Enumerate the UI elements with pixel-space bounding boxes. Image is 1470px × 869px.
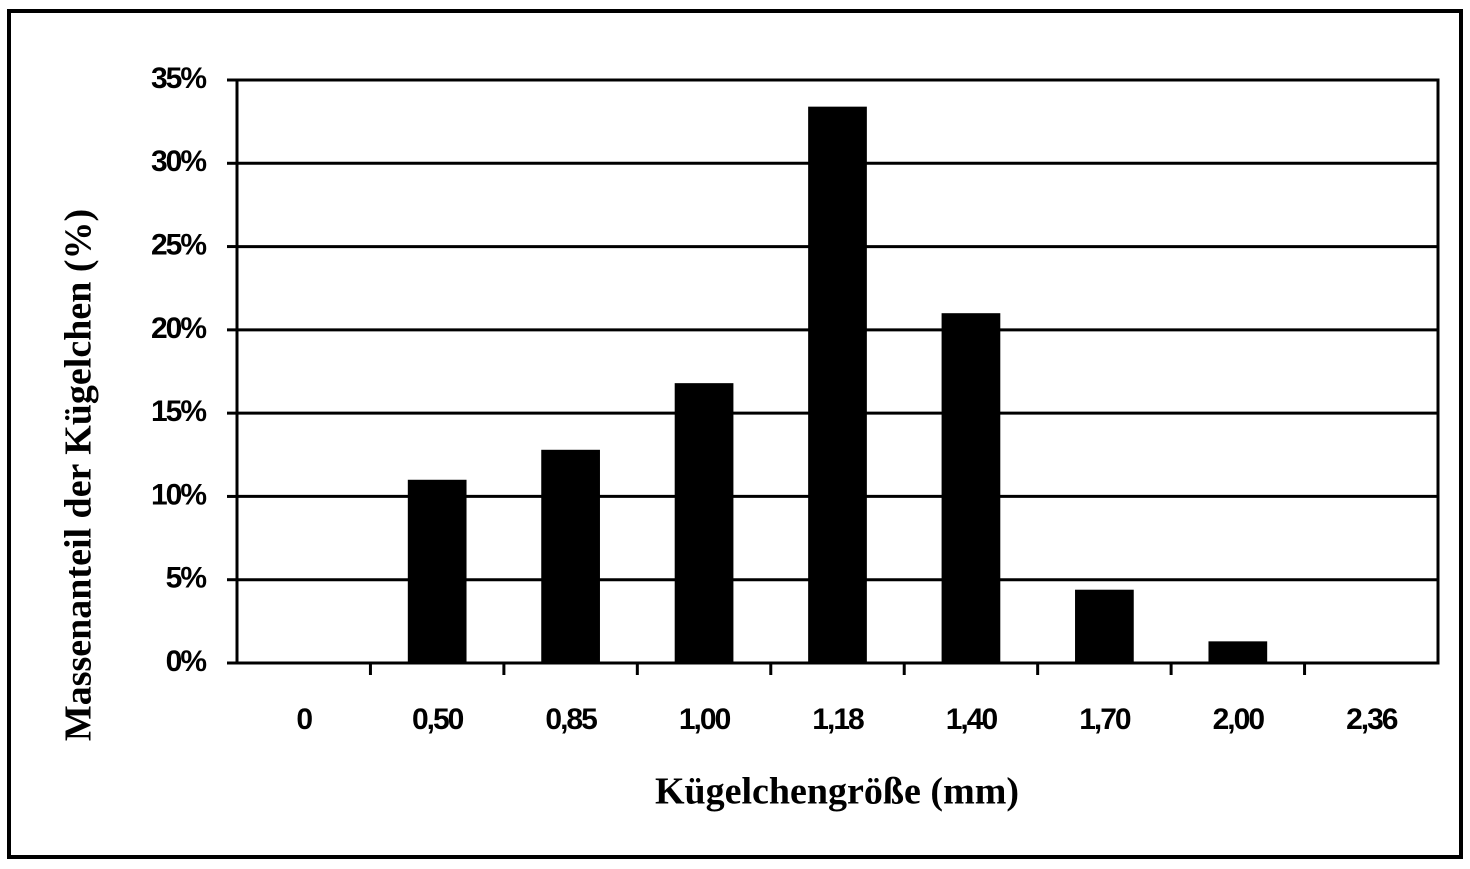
bar: [1075, 589, 1134, 663]
bar: [1208, 641, 1268, 663]
x-tick-label: 1,18: [812, 703, 864, 736]
y-tick-label: 5%: [166, 562, 207, 595]
bar: [541, 449, 600, 663]
y-tick-label: 25%: [151, 228, 206, 261]
y-tick-label: 35%: [151, 62, 206, 95]
bar: [808, 106, 867, 663]
y-tick-label: 15%: [151, 395, 206, 428]
y-tick-label: 20%: [151, 312, 206, 345]
x-tick-label: 2,00: [1213, 703, 1265, 736]
bar: [674, 383, 734, 663]
y-tick-label: 30%: [151, 145, 206, 178]
x-tick-label: 1,40: [946, 703, 998, 736]
x-tick-label: 0,85: [545, 703, 597, 736]
x-axis-title: Kügelchengröße (mm): [655, 771, 1019, 813]
x-tick-label: 1,70: [1079, 703, 1131, 736]
frame: [7, 9, 1463, 859]
bar: [407, 479, 467, 663]
y-tick-label: 10%: [151, 478, 206, 511]
y-tick-label: 0%: [166, 645, 207, 678]
x-tick-label: 0: [296, 703, 312, 736]
x-tick-label: 2,36: [1346, 703, 1398, 736]
x-tick-label: 1,00: [679, 703, 731, 736]
x-tick-label: 0,50: [412, 703, 464, 736]
bar: [941, 313, 1001, 663]
y-axis-title: Massenanteil der Kügelchen (%): [58, 209, 100, 741]
